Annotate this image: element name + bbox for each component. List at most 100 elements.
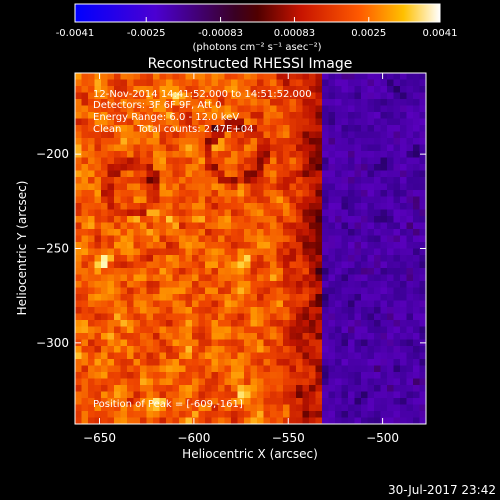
heatmap-cell bbox=[413, 359, 421, 367]
heatmap-cell bbox=[302, 196, 310, 204]
heatmap-cell bbox=[322, 196, 330, 204]
heatmap-cell bbox=[270, 417, 278, 424]
heatmap-cell bbox=[218, 365, 226, 373]
heatmap-cell bbox=[127, 144, 135, 152]
heatmap-cell bbox=[127, 365, 135, 373]
heatmap-cell bbox=[276, 294, 284, 302]
heatmap-cell bbox=[309, 307, 317, 315]
heatmap-cell bbox=[419, 320, 426, 328]
heatmap-cell bbox=[380, 229, 388, 237]
heatmap-cell bbox=[166, 79, 174, 87]
heatmap-cell bbox=[296, 196, 304, 204]
heatmap-cell bbox=[289, 118, 297, 126]
heatmap-cell bbox=[387, 112, 395, 120]
heatmap-cell bbox=[302, 157, 310, 165]
heatmap-cell bbox=[400, 372, 408, 380]
heatmap-cell bbox=[192, 320, 200, 328]
heatmap-cell bbox=[231, 281, 239, 289]
heatmap-cell bbox=[361, 398, 369, 406]
heatmap-cell bbox=[107, 125, 115, 133]
heatmap-cell bbox=[257, 339, 265, 347]
heatmap-cell bbox=[406, 203, 414, 211]
heatmap-cell bbox=[315, 287, 323, 295]
heatmap-cell bbox=[88, 242, 96, 250]
heatmap-cell bbox=[393, 105, 401, 113]
heatmap-cell bbox=[88, 333, 96, 341]
heatmap-cell bbox=[75, 235, 83, 243]
heatmap-cell bbox=[387, 157, 395, 165]
heatmap-cell bbox=[276, 365, 284, 373]
heatmap-cell bbox=[237, 300, 245, 308]
heatmap-cell bbox=[159, 417, 167, 424]
heatmap-cell bbox=[198, 203, 206, 211]
heatmap-cell bbox=[166, 170, 174, 178]
heatmap-cell bbox=[413, 365, 421, 373]
heatmap-cell bbox=[322, 183, 330, 191]
heatmap-cell bbox=[400, 313, 408, 321]
heatmap-cell bbox=[192, 268, 200, 276]
heatmap-cell bbox=[185, 183, 193, 191]
heatmap-cell bbox=[393, 398, 401, 406]
heatmap-cell bbox=[380, 164, 388, 172]
heatmap-cell bbox=[406, 313, 414, 321]
heatmap-cell bbox=[302, 326, 310, 334]
heatmap-cell bbox=[341, 203, 349, 211]
heatmap-cell bbox=[387, 404, 395, 412]
heatmap-cell bbox=[289, 157, 297, 165]
heatmap-cell bbox=[270, 157, 278, 165]
heatmap-cell bbox=[127, 92, 135, 100]
heatmap-cell bbox=[218, 339, 226, 347]
heatmap-cell bbox=[328, 118, 336, 126]
heatmap-cell bbox=[231, 138, 239, 146]
heatmap-cell bbox=[276, 105, 284, 113]
heatmap-cell bbox=[387, 118, 395, 126]
heatmap-cell bbox=[81, 248, 89, 256]
heatmap-cell bbox=[159, 196, 167, 204]
heatmap-cell bbox=[94, 170, 102, 178]
heatmap-cell bbox=[393, 261, 401, 269]
heatmap-cell bbox=[159, 287, 167, 295]
heatmap-cell bbox=[218, 235, 226, 243]
heatmap-cell bbox=[263, 307, 271, 315]
heatmap-cell bbox=[302, 203, 310, 211]
heatmap-cell bbox=[250, 320, 258, 328]
heatmap-cell bbox=[237, 73, 245, 81]
heatmap-cell bbox=[322, 378, 330, 386]
heatmap-cell bbox=[211, 131, 219, 139]
heatmap-cell bbox=[231, 261, 239, 269]
heatmap-cell bbox=[302, 105, 310, 113]
heatmap-cell bbox=[302, 372, 310, 380]
heatmap-cell bbox=[276, 164, 284, 172]
heatmap-cell bbox=[322, 268, 330, 276]
heatmap-cell bbox=[153, 138, 161, 146]
heatmap-cell bbox=[231, 144, 239, 152]
heatmap-cell bbox=[413, 378, 421, 386]
heatmap-cell bbox=[218, 313, 226, 321]
heatmap-cell bbox=[283, 326, 291, 334]
heatmap-cell bbox=[419, 261, 426, 269]
heatmap-cell bbox=[146, 125, 154, 133]
heatmap-cell bbox=[146, 235, 154, 243]
heatmap-cell bbox=[185, 209, 193, 217]
heatmap-cell bbox=[172, 333, 180, 341]
heatmap-cell bbox=[231, 333, 239, 341]
heatmap-cell bbox=[393, 307, 401, 315]
heatmap-cell bbox=[387, 294, 395, 302]
heatmap-cell bbox=[120, 196, 128, 204]
heatmap-cell bbox=[107, 190, 115, 198]
heatmap-cell bbox=[393, 196, 401, 204]
heatmap-cell bbox=[283, 372, 291, 380]
heatmap-cell bbox=[192, 255, 200, 263]
heatmap-cell bbox=[400, 326, 408, 334]
heatmap-cell bbox=[400, 112, 408, 120]
heatmap-cell bbox=[231, 268, 239, 276]
heatmap-cell bbox=[335, 261, 343, 269]
heatmap-cell bbox=[166, 131, 174, 139]
heatmap-cell bbox=[140, 183, 148, 191]
heatmap-cell bbox=[393, 378, 401, 386]
heatmap-cell bbox=[263, 229, 271, 237]
heatmap-cell bbox=[211, 99, 219, 107]
heatmap-cell bbox=[341, 248, 349, 256]
heatmap-cell bbox=[211, 235, 219, 243]
heatmap-cell bbox=[153, 320, 161, 328]
